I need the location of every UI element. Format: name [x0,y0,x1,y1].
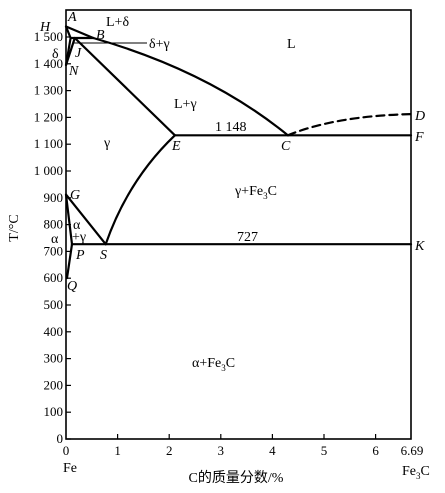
label-delta-gamma: δ+γ [149,37,170,52]
point-s: S [100,248,107,263]
y-tick-900: 900 [44,190,64,205]
label-l-gamma: L+γ [174,97,197,112]
liquidus-bc [92,36,289,137]
label-gamma-fe3c: γ+Fe3C [234,184,277,201]
point-j: J [75,46,82,61]
phase-labels: L L+δ δ+γ δ L+γ γ γ+Fe3C α α +γ α+Fe3C [51,15,296,373]
point-f: F [414,130,424,145]
x-tick-labels: 0 1 2 3 4 5 6 6.69 [63,443,424,458]
label-alpha-left: α [51,232,59,247]
label-l-delta: L+δ [106,15,129,30]
y-tick-0: 0 [57,431,64,446]
point-g: G [70,188,80,203]
label-alpha-fe3c: α+Fe3C [192,356,235,373]
line-gs [64,193,107,246]
x-tick-0: 0 [63,443,70,458]
point-e: E [171,139,181,154]
label-plus-gamma: +γ [72,230,86,245]
plot-frame [65,9,412,440]
x-tick-6: 6 [372,443,379,458]
x-tick-4: 4 [269,443,276,458]
point-b: B [96,28,105,43]
y-tick-500: 500 [44,297,64,312]
left-component-label: Fe [63,461,77,476]
label-delta-small: δ [52,47,59,62]
line-es [104,134,176,246]
liquidus-cd-dashed [286,113,413,137]
y-tick-labels: 0 100 200 300 400 500 600 700 800 900 1 … [34,29,63,446]
right-component-label: Fe3C [402,464,430,481]
label-liquid: L [287,37,296,52]
phase-lines [64,25,413,280]
y-tick-1200: 1 200 [34,109,63,124]
x-tick-2: 2 [166,443,173,458]
liquidus-ab [64,25,95,40]
point-k: K [414,239,425,254]
point-d: D [414,109,425,124]
x-axis-title: C的质量分数/% [189,470,284,486]
point-h: H [39,20,51,35]
point-a: A [67,10,77,25]
y-axis-title: T/°C [7,214,22,241]
y-tick-1000: 1 000 [34,163,63,178]
point-labels: A H B J N E C D F G P S Q K [39,10,425,294]
x-tick-1: 1 [114,443,121,458]
solidus-je [73,36,176,137]
point-c: C [281,139,291,154]
point-p: P [75,248,85,263]
y-tick-200: 200 [44,377,64,392]
y-tick-1300: 1 300 [34,83,63,98]
y-tick-100: 100 [44,404,64,419]
y-tick-1100: 1 100 [34,136,63,151]
y-tick-800: 800 [44,217,64,232]
x-tick-5: 5 [321,443,328,458]
x-tick-6-69: 6.69 [401,443,424,458]
x-tick-3: 3 [218,443,225,458]
line-pq [65,243,74,280]
eutectoid-temp-label: 727 [237,230,258,245]
y-tick-1400: 1 400 [34,56,63,71]
y-tick-600: 600 [44,270,64,285]
y-tick-400: 400 [44,324,64,339]
y-tick-1500: 1 500 [34,29,63,44]
point-q: Q [67,279,77,294]
line-jn [64,36,76,67]
point-n: N [68,64,79,79]
label-alpha-mid: α [73,218,81,233]
y-tick-700: 700 [44,243,64,258]
label-gamma: γ [103,136,110,151]
y-axis-ticks [66,36,71,440]
line-ah [64,25,72,40]
x-axis-ticks [116,434,377,439]
eutectic-temp-label: 1 148 [215,120,247,135]
y-tick-300: 300 [44,351,64,366]
line-gp [64,193,74,246]
